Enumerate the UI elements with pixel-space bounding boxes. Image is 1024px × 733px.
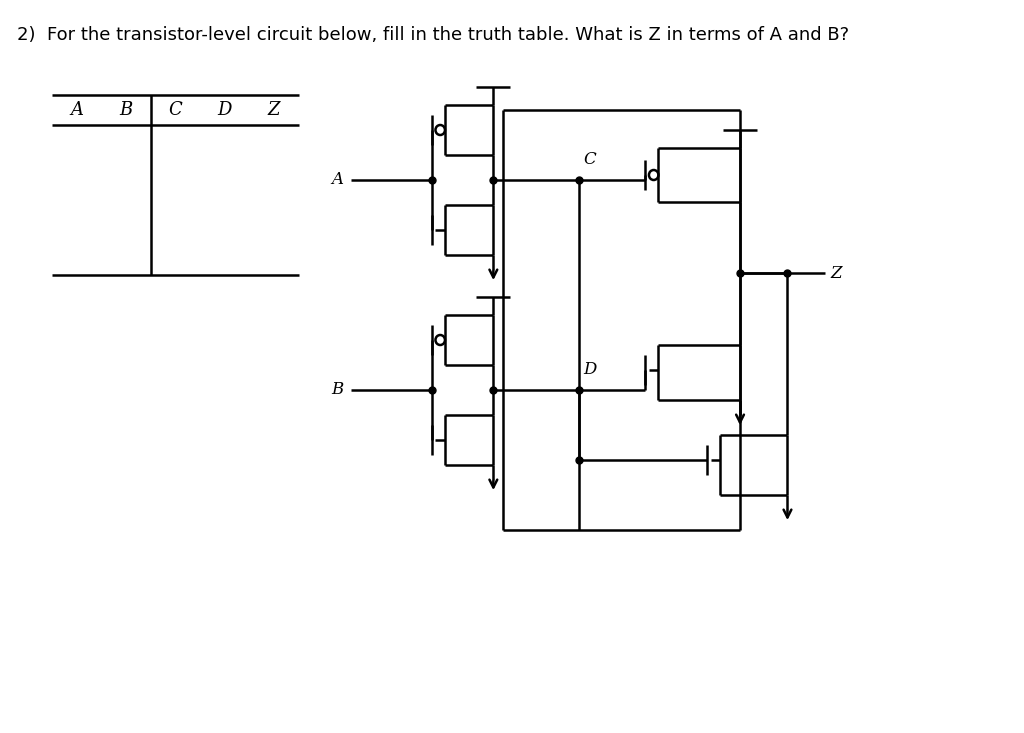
Text: B: B xyxy=(120,101,133,119)
Text: D: D xyxy=(584,361,597,378)
Text: C: C xyxy=(169,101,182,119)
Text: B: B xyxy=(331,381,343,399)
Text: Z: Z xyxy=(830,265,842,281)
Text: C: C xyxy=(584,151,596,168)
Text: A: A xyxy=(71,101,83,119)
Text: 2)  For the transistor-level circuit below, fill in the truth table. What is Z i: 2) For the transistor-level circuit belo… xyxy=(17,26,849,44)
Text: A: A xyxy=(332,172,343,188)
Text: D: D xyxy=(218,101,232,119)
Text: Z: Z xyxy=(268,101,281,119)
